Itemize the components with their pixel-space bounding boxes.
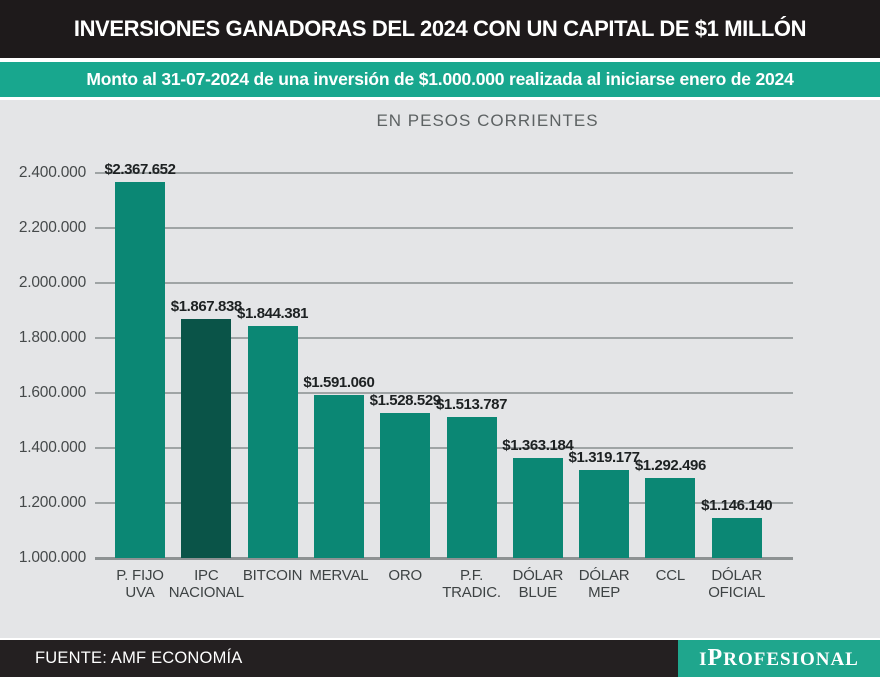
y-axis-tick-label: 1.400.000 xyxy=(18,439,86,456)
gridline xyxy=(95,502,793,504)
y-axis-tick-label: 1.600.000 xyxy=(18,384,86,401)
x-axis-line xyxy=(95,557,793,560)
bar-value-label: $1.528.529 xyxy=(369,391,441,409)
bar-merval xyxy=(313,395,364,558)
bar-value-label: $1.844.381 xyxy=(237,304,309,322)
gridline xyxy=(95,172,793,174)
x-axis-category-label: P.F. TRADIC. xyxy=(442,567,501,601)
gridline xyxy=(95,392,793,394)
bar-value-label: $1.867.838 xyxy=(170,298,242,316)
y-axis-tick-label: 1.000.000 xyxy=(18,549,86,566)
y-axis-tick-label: 2.000.000 xyxy=(18,274,86,291)
title-bar: INVERSIONES GANADORAS DEL 2024 CON UN CA… xyxy=(0,0,880,58)
x-axis-category-label: CCL xyxy=(655,567,686,584)
gridline xyxy=(95,447,793,449)
y-axis-tick-label: 1.800.000 xyxy=(18,329,86,346)
bar-bitcoin xyxy=(247,325,298,558)
bar-value-label: $1.146.140 xyxy=(701,496,773,514)
x-axis-category-label: DÓLAR MEP xyxy=(578,567,630,601)
gridline xyxy=(95,282,793,284)
y-axis-tick-label: 2.400.000 xyxy=(18,164,86,181)
subtitle-banner-text: Monto al 31-07-2024 de una inversión de … xyxy=(86,69,794,89)
plot-area: 2.400.000 2.200.000 2.000.000 1.800.000 1.60… xyxy=(0,100,880,638)
subtitle-banner: Monto al 31-07-2024 de una inversión de … xyxy=(0,62,880,97)
x-axis-category-label: P. FIJO UVA xyxy=(116,567,164,601)
bar-value-label: $1.591.060 xyxy=(303,374,375,392)
y-axis-tick-label: 2.200.000 xyxy=(18,219,86,236)
bar-oro xyxy=(380,412,431,558)
gridline xyxy=(95,337,793,339)
bar-value-label: $2.367.652 xyxy=(104,160,176,178)
bar-value-label: $1.513.787 xyxy=(435,395,508,413)
page-title: INVERSIONES GANADORAS DEL 2024 CON UN CA… xyxy=(73,16,807,41)
x-axis-category-label: BITCOIN xyxy=(242,567,303,584)
bar-ccl xyxy=(645,477,696,558)
logo-box: IPROFESIONAL xyxy=(678,640,880,677)
x-axis-category-label: DÓLAR OFICIAL xyxy=(708,567,766,601)
x-axis-category-label: DÓLAR BLUE xyxy=(512,567,564,601)
x-axis-category-label: MERVAL xyxy=(309,567,369,584)
bar-dlar-oficial xyxy=(711,517,762,558)
brand-logo: IPROFESIONAL xyxy=(699,645,859,671)
source-text: FUENTE: AMF ECONOMÍA xyxy=(35,649,243,667)
bar-value-label: $1.292.496 xyxy=(634,456,706,474)
bar-ipc-nacional xyxy=(181,319,232,558)
chart-area: EN PESOS CORRIENTES 2.400.000 2.200.000 2.… xyxy=(0,100,880,638)
bar-value-label: $1.319.177 xyxy=(568,449,640,467)
bar-value-label: $1.363.184 xyxy=(502,437,574,455)
footer-bar: FUENTE: AMF ECONOMÍA IPROFESIONAL xyxy=(0,640,880,677)
bar-dlar-mep xyxy=(579,470,630,558)
bar-dlar-blue xyxy=(512,458,563,558)
bar-pf-tradic xyxy=(446,416,497,558)
gridline xyxy=(95,227,793,229)
x-axis-category-label: ORO xyxy=(388,567,422,584)
y-axis-tick-label: 1.200.000 xyxy=(18,494,86,511)
source-bar: FUENTE: AMF ECONOMÍA xyxy=(0,640,678,677)
x-axis-category-label: IPC NACIONAL xyxy=(168,567,244,601)
bar-pfijo-uva xyxy=(115,181,165,558)
chart-subtitle: EN PESOS CORRIENTES xyxy=(376,111,599,130)
